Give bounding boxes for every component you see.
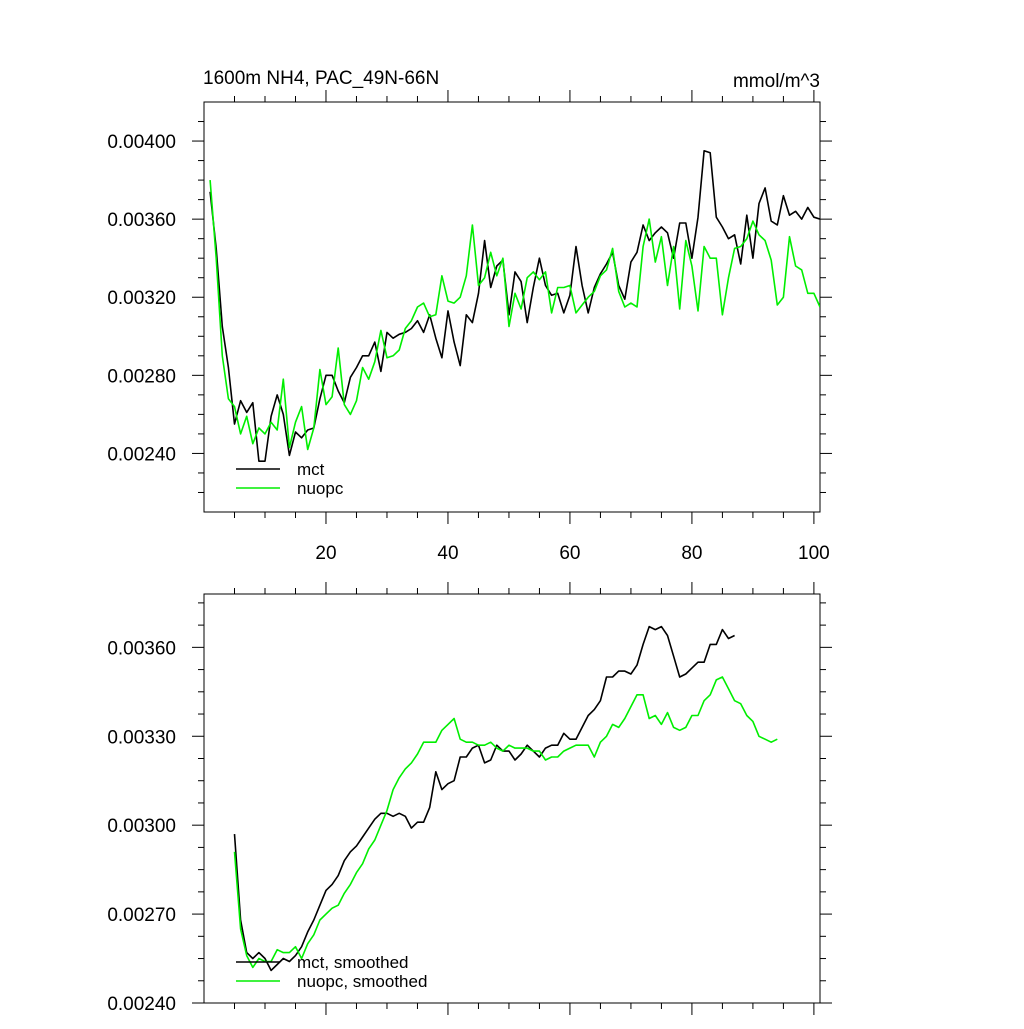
chart-1-x-tick-label: 100 (798, 543, 830, 564)
chart-2-legend-label-2: nuopc, smoothed (297, 972, 427, 991)
chart-2-y-tick-label: 0.00360 (107, 638, 176, 659)
chart-1-series-nuopc-line (209, 180, 820, 451)
chart-1-units: mmol/m^3 (733, 71, 820, 92)
chart-1-x-tick-label: 60 (559, 543, 580, 564)
chart-1-x-tick-label: 80 (681, 543, 702, 564)
chart-1-title: 1600m NH4, PAC_49N-66N (203, 68, 439, 89)
chart-2-legend-label-1: mct, smoothed (297, 953, 409, 972)
chart-2-y-tick-label: 0.00330 (107, 727, 176, 748)
chart-1-series-mct-line (209, 150, 820, 463)
chart-2-series-mct-smoothed-line (233, 625, 735, 972)
chart-2-y-tick-label: 0.00240 (107, 994, 176, 1015)
chart-1-x-tick-label: 20 (315, 543, 336, 564)
chart-1-y-tick-label: 0.00360 (107, 210, 176, 231)
chart-2-plot-frame (203, 593, 821, 1004)
chart-1-y-tick-label: 0.00400 (107, 132, 176, 153)
chart-2-y-tick-label: 0.00300 (107, 816, 176, 837)
chart-1-y-tick-label: 0.00320 (107, 288, 176, 309)
chart-1-legend-label-1: mct (297, 460, 325, 479)
chart-1-y-tick-label: 0.00240 (107, 444, 176, 465)
chart-1-x-tick-label: 40 (437, 543, 458, 564)
chart-1-legend-label-2: nuopc (297, 479, 344, 498)
chart-2-series-nuopc-smoothed-line (233, 676, 778, 969)
chart-1-y-tick-label: 0.00280 (107, 366, 176, 387)
chart-2-y-tick-label: 0.00270 (107, 905, 176, 926)
